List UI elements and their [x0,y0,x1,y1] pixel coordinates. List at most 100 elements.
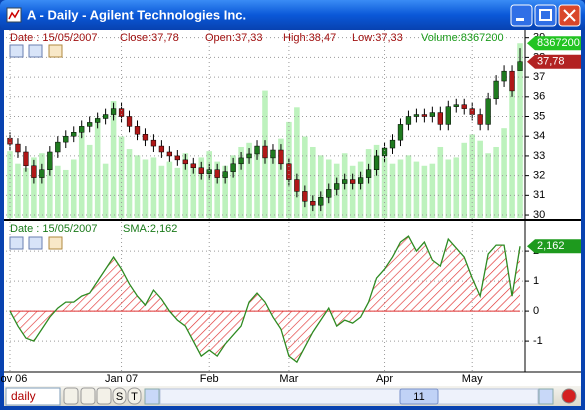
info-button[interactable] [96,387,112,405]
candle-body [517,61,523,71]
volume-tag-text: 8367200 [537,37,580,49]
icon[interactable] [9,44,24,58]
volume-bar [429,163,436,218]
record-button[interactable] [561,388,577,404]
scroll-thumb[interactable] [399,388,439,405]
maximize-button[interactable] [534,4,557,27]
volume-bar [437,146,444,218]
candle-body [206,169,212,174]
y-tick-label: 30 [533,209,545,221]
x-tick-label: Mar [279,373,298,385]
volume-bar [7,151,13,218]
candle-body [182,159,188,165]
x-tick-label: Feb [200,373,219,385]
candle-body [437,112,443,125]
volume-bar [405,155,412,218]
volume-bar [254,149,260,218]
plots: 30313233343536373839836720037,78-1012Nov… [0,30,581,385]
scroll-right[interactable] [538,388,554,405]
candle-body [71,132,77,137]
t-button-text: T [131,391,138,403]
volume-bar [110,101,117,218]
candle-body [310,200,316,206]
candle-body [198,167,204,174]
volume-bar [126,149,133,218]
volume-label: Volume:8367200 [421,32,504,44]
icon[interactable] [48,236,63,250]
y-tick-label: 36 [533,91,545,103]
volume-bar [501,128,507,218]
zoom-in-button[interactable] [80,387,96,405]
volume-bar [477,140,483,218]
scroll-track[interactable] [159,388,539,405]
volume-bar [86,144,93,218]
volume-bar [166,161,173,218]
s-button[interactable] [112,387,127,405]
icon[interactable] [28,44,43,58]
candle-body [350,179,356,184]
close-tag [527,54,581,69]
t-button[interactable] [127,387,142,405]
candle-body [126,116,133,127]
volume-bar [158,165,165,218]
candle-body [142,133,149,141]
volume-bar [493,146,499,218]
candle-body [334,183,340,190]
volume-bar [373,144,380,218]
icon[interactable] [28,236,43,250]
volume-bar [238,146,244,218]
icon[interactable] [48,44,63,58]
candle-body [190,163,196,168]
volume-bar [182,153,189,218]
minimize-button[interactable] [510,4,533,27]
candle-body [413,114,420,117]
candle-body [389,139,396,149]
maximize-glyph [539,9,552,21]
title-bar [0,0,585,30]
candle-body [501,70,507,82]
candle-body [79,126,85,133]
candle-body [55,141,61,153]
candle-body [63,135,69,143]
candle-body [342,179,348,184]
y-tick-label: 33 [533,150,545,162]
candle-body [15,143,21,153]
minimize-glyph [516,18,524,21]
candle-body [214,169,220,178]
indicator-value-label: SMA:2,162 [123,223,177,235]
volume-bar [230,155,236,218]
volume-bar [55,165,61,218]
volume-bar [357,161,364,218]
volume-bar [461,142,468,218]
candle-body [23,151,29,167]
open-label: Open:37,33 [205,32,263,44]
area-fill [9,236,521,363]
volume-bar [134,155,141,218]
y-tick-label: 37 [533,71,545,83]
indicator-tag-text: 2,162 [537,240,565,252]
period-text: daily [11,389,36,403]
candle-body [39,169,45,178]
candle-body [429,112,435,117]
s-button-text: S [116,391,123,403]
volume-bar [317,155,324,218]
volume-bar [421,165,428,218]
close-tag-text: 37,78 [537,56,565,68]
candle-body [381,147,388,157]
volume-bar [517,43,523,218]
volume-bar [214,161,220,218]
x-tick-label: Jan 07 [105,373,138,385]
scroll-left[interactable] [144,388,160,405]
volume-tag [527,36,581,51]
volume-bar [310,146,316,218]
icon[interactable] [9,236,24,250]
candle-body [31,165,37,178]
candle-body [47,151,53,170]
volume-bar [150,157,157,218]
date-label: Date : 15/05/2007 [10,32,97,44]
y-tick-label: -1 [533,335,543,347]
period-select[interactable] [5,387,61,406]
zoom-out-button[interactable] [63,387,79,405]
candle-body [230,163,236,172]
